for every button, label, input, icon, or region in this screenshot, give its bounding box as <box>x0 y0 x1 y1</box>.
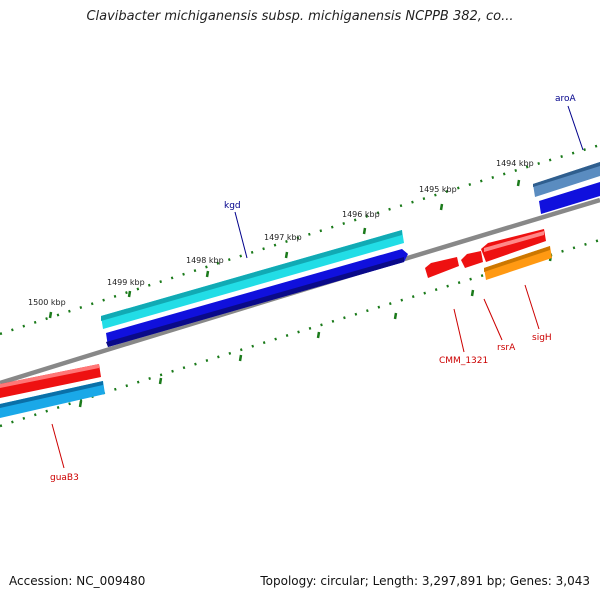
leader-kgd <box>234 211 248 259</box>
kbp-label-1498: 1498 kbp <box>186 256 224 265</box>
gene-kgd-block[interactable] <box>101 230 408 347</box>
gene-blue-aroA[interactable] <box>539 182 600 214</box>
gene-label-aroA[interactable]: aroA <box>555 94 577 104</box>
leader-sigH <box>524 284 540 330</box>
inner-major-tick <box>470 289 475 297</box>
inner-major-tick <box>393 312 398 320</box>
gene-label-rsrA[interactable]: rsrA <box>497 343 516 353</box>
gene-blue-kgd-shade <box>106 257 404 347</box>
gene-label-kgd[interactable]: kgd <box>224 201 241 211</box>
gene-label-sigH[interactable]: sigH <box>532 333 552 343</box>
leader-guaB3 <box>51 423 65 469</box>
kbp-label-1495: 1495 kbp <box>419 185 457 194</box>
leader-cmm1321 <box>453 308 465 353</box>
kbp-label-1496: 1496 kbp <box>342 210 380 219</box>
kbp-label-1494: 1494 kbp <box>496 159 534 168</box>
gene-red-rsrA-highlight <box>484 231 544 252</box>
gene-red-left-highlight <box>0 364 99 388</box>
map-title: Clavibacter michiganensis subsp. michiga… <box>86 9 514 24</box>
inner-major-tick <box>316 331 321 339</box>
gene-cyan-highlight <box>101 230 402 321</box>
kbp-label-1499: 1499 kbp <box>107 278 145 287</box>
outer-scale <box>0 143 600 336</box>
inner-major-tick <box>78 400 83 408</box>
outer-major-tick <box>439 203 444 211</box>
inner-major-tick <box>238 354 243 362</box>
gene-steelblue-highlight <box>533 162 600 187</box>
outer-major-tick <box>48 311 53 319</box>
gene-label-cmm1321[interactable]: CMM_1321 <box>439 356 488 366</box>
gene-skyblue-highlight <box>0 381 103 408</box>
gene-cmm1321-block[interactable] <box>425 229 552 280</box>
gene-label-guaB3[interactable]: guaB3 <box>50 473 79 483</box>
accession-label: Accession: NC_009480 <box>9 574 146 588</box>
leader-aroA <box>567 105 584 151</box>
genome-summary-label: Topology: circular; Length: 3,297,891 bp… <box>260 574 590 588</box>
outer-major-tick <box>362 227 367 235</box>
outer-major-tick <box>516 179 521 187</box>
kbp-label-1500: 1500 kbp <box>28 298 66 307</box>
outer-major-tick <box>284 251 289 259</box>
leader-rsrA <box>483 298 503 341</box>
gene-orange-highlight <box>484 246 550 272</box>
kbp-label-1497: 1497 kbp <box>264 233 302 242</box>
outer-scale-dots <box>0 143 600 336</box>
gene-red-cmm1321[interactable] <box>425 257 459 278</box>
inner-major-tick <box>158 377 163 385</box>
outer-major-tick <box>205 270 210 278</box>
outer-major-tick <box>127 290 132 298</box>
gene-red-small[interactable] <box>461 251 483 268</box>
gene-guaB3-block[interactable] <box>0 364 105 418</box>
gene-aroA-block[interactable] <box>533 162 600 214</box>
